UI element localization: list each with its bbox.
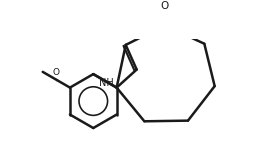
- Text: O: O: [160, 1, 169, 11]
- Text: O: O: [53, 68, 60, 77]
- Text: NH: NH: [99, 78, 114, 88]
